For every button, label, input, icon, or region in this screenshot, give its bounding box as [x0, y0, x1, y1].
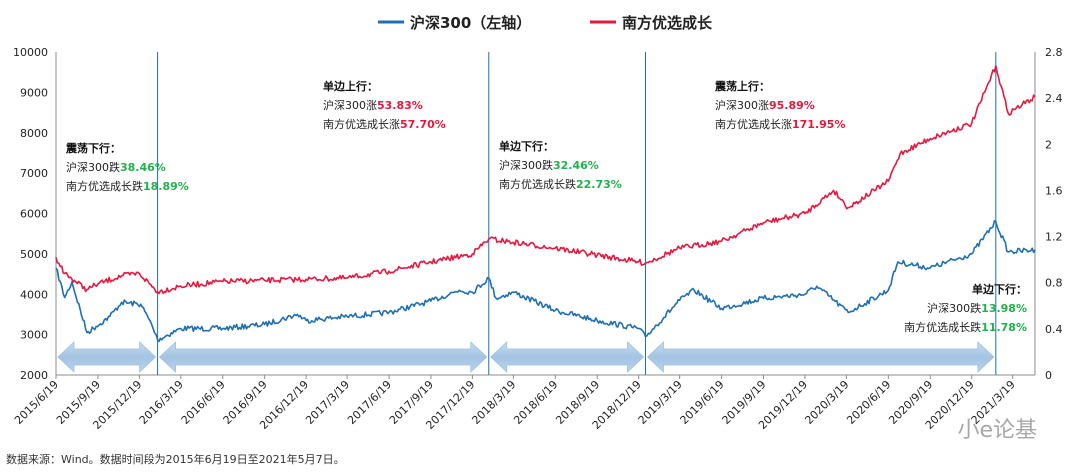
left-tick-label: 3000	[20, 329, 48, 342]
right-tick-label: 1.2	[1045, 231, 1063, 244]
annotation-title: 单边下行：	[499, 139, 554, 153]
annotation-line2: 南方优选成长跌18.89%	[66, 179, 189, 193]
x-axis: 2015/6/192015/9/192015/12/192016/3/19201…	[12, 375, 1018, 432]
annotation-line2: 南方优选成长涨171.95%	[715, 117, 845, 131]
annotation-line1-value: 13.98%	[981, 302, 1027, 315]
annotation-line2-value: 18.89%	[143, 180, 189, 193]
annotation-line1-prefix: 沪深300跌	[499, 158, 553, 172]
x-tick-label: 2018/6/19	[511, 378, 560, 427]
phase-arrow	[57, 341, 157, 373]
annotation-line2: 南方优选成长跌22.73%	[499, 177, 622, 191]
annotation-title: 震荡上行：	[714, 79, 770, 93]
annotation-line2-value: 57.70%	[400, 118, 446, 131]
phase-arrow	[490, 341, 645, 373]
legend-label: 南方优选成长	[622, 14, 713, 32]
right-tick-label: 2	[1045, 138, 1052, 151]
annotation-line2-value: 22.73%	[576, 178, 622, 191]
annotation-line1-prefix: 沪深300跌	[66, 160, 120, 174]
annotation-line1: 沪深300跌13.98%	[927, 301, 1027, 315]
x-tick-label: 2018/3/19	[469, 378, 518, 427]
phase-arrow	[646, 341, 995, 373]
phase-annotations: 震荡下行：沪深300跌38.46%南方优选成长跌18.89%单边上行：沪深300…	[65, 79, 1027, 334]
x-tick-label: 2016/6/19	[179, 378, 228, 427]
x-tick-label: 2019/6/19	[678, 378, 727, 427]
annotation-line1: 沪深300跌32.46%	[499, 158, 599, 172]
x-tick-label: 2019/3/19	[636, 378, 685, 427]
phase-arrow	[159, 341, 488, 373]
right-tick-label: 0	[1045, 369, 1052, 382]
left-tick-label: 4000	[20, 288, 48, 301]
right-y-axis: 0 0.4 0.8 1.2 1.6 2 2.4 2.8	[1045, 46, 1063, 382]
annotation-title: 单边上行：	[323, 79, 378, 93]
annotation-line1-prefix: 沪深300涨	[715, 98, 769, 112]
annotation-title: 震荡下行：	[65, 141, 121, 155]
left-tick-label: 8000	[20, 127, 48, 140]
x-tick-label: 2017/3/19	[303, 378, 352, 427]
annotation-line1-prefix: 沪深300涨	[323, 98, 377, 112]
annotation-block: 震荡上行： 沪深300涨95.89% 南方优选成长涨171.95%	[714, 79, 845, 131]
left-tick-label: 7000	[20, 167, 48, 180]
left-tick-label: 5000	[20, 248, 48, 261]
left-tick-label: 2000	[20, 369, 48, 382]
right-tick-label: 0.4	[1045, 323, 1063, 336]
right-tick-label: 2.8	[1045, 46, 1063, 59]
annotation-line1-value: 95.89%	[769, 99, 815, 112]
annotation-block: 单边下行：沪深300跌13.98%南方优选成长跌11.78%	[904, 282, 1027, 334]
annotation-line1-prefix: 沪深300跌	[927, 301, 981, 315]
annotation-line2-value: 11.78%	[981, 321, 1027, 334]
annotation-line2-prefix: 南方优选成长跌	[904, 320, 981, 334]
annotation-title: 单边下行：	[972, 282, 1027, 296]
legend-label: 沪深300（左轴）	[410, 14, 531, 32]
annotation-line1: 沪深300涨53.83%	[323, 98, 423, 112]
annotation-line1-value: 53.83%	[377, 99, 423, 112]
annotation-line1: 沪深300跌38.46%	[66, 160, 166, 174]
plot-frame	[55, 52, 1036, 376]
x-tick-label: 2020/3/19	[802, 378, 851, 427]
left-tick-label: 9000	[20, 86, 48, 99]
series-line-fund	[55, 65, 1036, 295]
right-tick-label: 0.8	[1045, 277, 1063, 290]
annotation-line1-value: 32.46%	[553, 159, 599, 172]
annotation-line2: 南方优选成长跌11.78%	[904, 320, 1027, 334]
annotation-line2: 南方优选成长涨57.70%	[323, 117, 446, 131]
series-line-hs300	[55, 220, 1036, 343]
left-tick-label: 6000	[20, 208, 48, 221]
left-tick-label: 10000	[13, 46, 48, 59]
series-lines	[55, 65, 1036, 343]
x-tick-label: 2020/6/19	[844, 378, 893, 427]
chart-legend: 沪深300（左轴） 南方优选成长	[378, 14, 713, 32]
right-tick-label: 2.4	[1045, 92, 1063, 105]
right-tick-label: 1.6	[1045, 184, 1063, 197]
annotation-line1: 沪深300涨95.89%	[715, 98, 815, 112]
phase-arrows	[57, 341, 995, 373]
annotation-line2-prefix: 南方优选成长涨	[323, 117, 400, 131]
annotation-block: 单边下行： 沪深300跌32.46% 南方优选成长跌22.73%	[499, 139, 622, 191]
x-tick-label: 2017/6/19	[345, 378, 394, 427]
annotation-line2-prefix: 南方优选成长涨	[715, 117, 792, 131]
annotation-line2-value: 171.95%	[792, 118, 845, 131]
source-footnote: 数据来源：Wind。数据时间段为2015年6月19日至2021年5月7日。	[6, 453, 345, 466]
x-tick-label: 2015/6/19	[12, 378, 61, 427]
left-y-axis: 2000 3000 4000 5000 6000 7000 8000 9000 10000	[13, 46, 48, 382]
annotation-block: 震荡下行： 沪深300跌38.46% 南方优选成长跌18.89%	[65, 141, 189, 193]
annotation-line2-prefix: 南方优选成长跌	[66, 179, 143, 193]
watermark: 小e论基	[957, 418, 1037, 443]
x-tick-label: 2016/3/19	[137, 378, 186, 427]
annotation-line1-value: 38.46%	[120, 161, 166, 174]
phase-dividers	[157, 52, 997, 375]
annotation-block: 单边上行： 沪深300涨53.83% 南方优选成长涨57.70%	[323, 79, 446, 131]
annotation-line2-prefix: 南方优选成长跌	[499, 177, 576, 191]
